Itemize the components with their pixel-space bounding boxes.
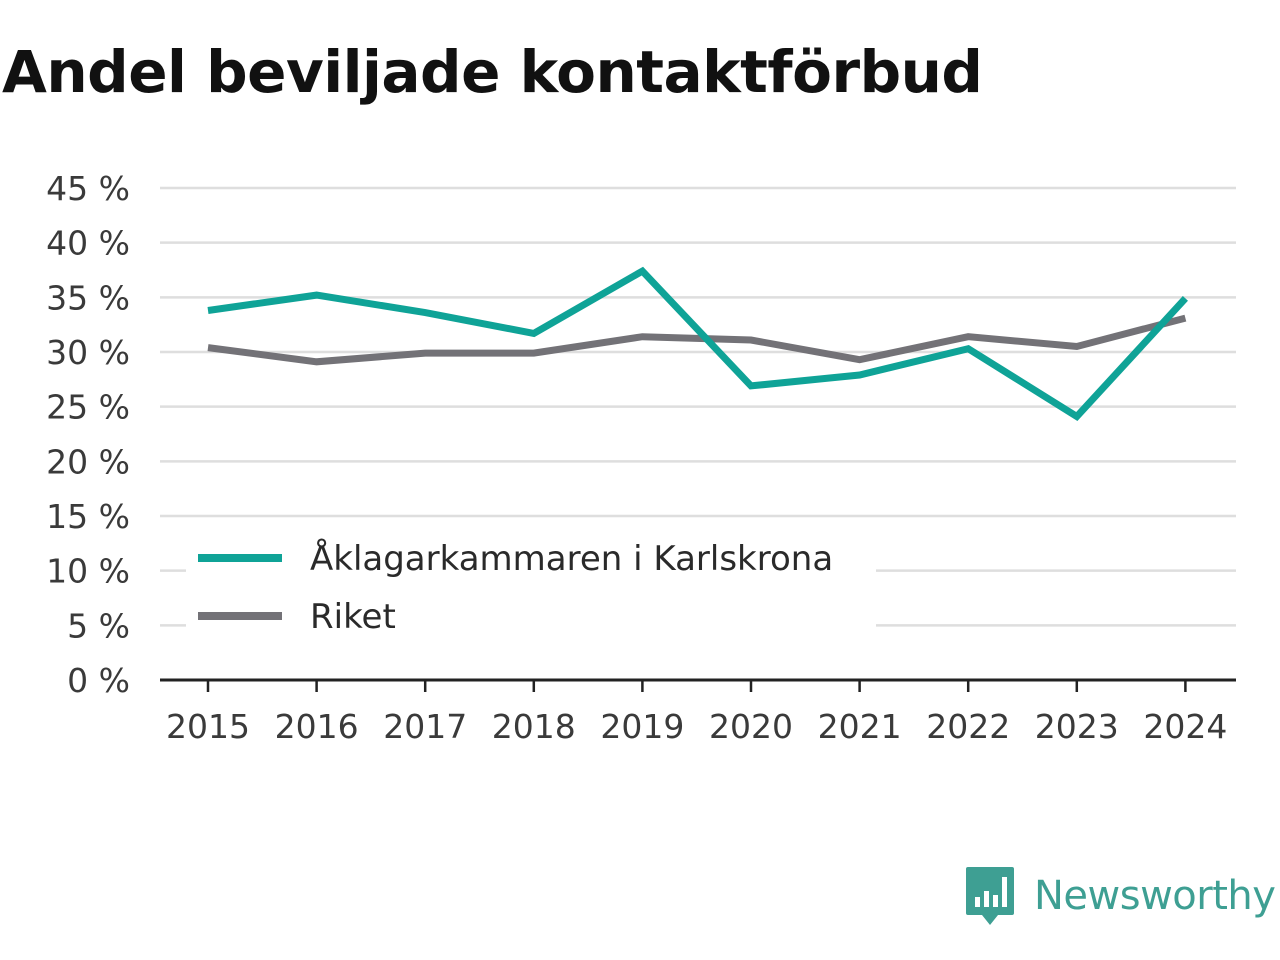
legend-label: Riket	[310, 597, 396, 637]
y-tick-label: 20 %	[46, 442, 130, 481]
y-tick-label: 35 %	[46, 278, 130, 317]
x-tick-label: 2020	[709, 707, 793, 746]
x-tick-label: 2018	[492, 707, 576, 746]
brand-name: Newsworthy	[1034, 873, 1276, 919]
y-tick-label: 15 %	[46, 497, 130, 536]
x-tick-label: 2021	[818, 707, 902, 746]
y-axis-labels: 0 % 5 % 10 % 15 % 20 % 25 % 30 % 35 % 40 % 45 %	[46, 169, 130, 700]
legend-label: Åklagarkammaren i Karlskrona	[310, 538, 833, 579]
newsworthy-logo-icon	[966, 867, 1014, 925]
x-tick-label: 2022	[926, 707, 1010, 746]
y-tick-label: 40 %	[46, 224, 130, 263]
legend: Åklagarkammaren i Karlskrona Riket	[186, 527, 876, 637]
newsworthy-brand: Newsworthy	[964, 864, 1276, 928]
x-tick-label: 2016	[275, 707, 359, 746]
y-tick-label: 10 %	[46, 552, 130, 591]
x-tick-label: 2017	[383, 707, 467, 746]
y-tick-label: 30 %	[46, 333, 130, 372]
y-tick-label: 25 %	[46, 388, 130, 427]
x-tick-label: 2015	[166, 707, 250, 746]
x-tick-label: 2023	[1035, 707, 1119, 746]
y-tick-label: 45 %	[46, 169, 130, 208]
series-line-aklagarkammaren	[207, 266, 1188, 422]
y-tick-label: 0 %	[67, 661, 130, 700]
x-tick-label: 2024	[1143, 707, 1227, 746]
y-tick-label: 5 %	[67, 606, 130, 645]
series-lines	[207, 266, 1188, 422]
x-tick-label: 2019	[600, 707, 684, 746]
x-axis: 2015 2016 2017 2018 2019 2020 2021 2022 2023 2024	[160, 678, 1236, 746]
chart-title: Andel beviljade kontaktförbud	[2, 38, 983, 106]
legend-background	[186, 527, 876, 627]
series-line-riket	[207, 314, 1187, 366]
